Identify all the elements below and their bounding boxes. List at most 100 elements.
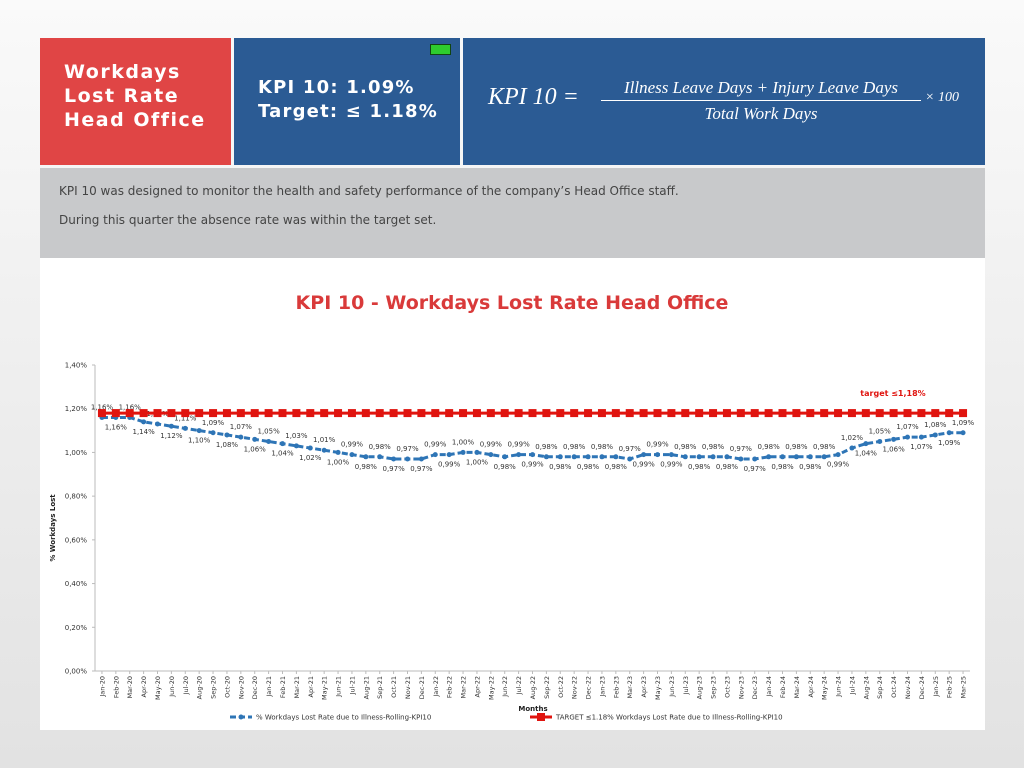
- x-tick-label: Mar-20: [126, 676, 134, 698]
- marker: [306, 409, 315, 418]
- x-tick-label: Mar-25: [960, 676, 968, 698]
- marker: [903, 409, 912, 418]
- data-label: 1,00%: [452, 438, 475, 446]
- x-tick-label: Apr-21: [307, 676, 315, 697]
- marker: [682, 454, 688, 460]
- x-tick-label: Feb-20: [112, 676, 120, 698]
- x-tick-label: Nov-24: [904, 676, 912, 699]
- x-tick-label: Feb-23: [612, 676, 620, 698]
- data-label: 0,98%: [577, 463, 600, 471]
- marker: [209, 409, 218, 418]
- data-label: 0,98%: [591, 443, 614, 451]
- data-label: 1,00%: [327, 458, 350, 466]
- marker: [792, 409, 801, 418]
- marker: [543, 454, 549, 460]
- marker: [389, 409, 398, 418]
- x-tick-label: Feb-24: [779, 676, 787, 698]
- kpi-value: KPI 10: 1.09%: [258, 77, 415, 98]
- chart-panel: KPI 10 - Workdays Lost Rate Head Office …: [40, 258, 985, 730]
- data-label: 0,99%: [521, 461, 544, 469]
- marker: [280, 441, 285, 447]
- legend-label: TARGET ≤1.18% Workdays Lost Rate due to …: [555, 714, 783, 722]
- marker: [514, 409, 523, 418]
- data-label: 0,98%: [813, 443, 836, 451]
- data-label: 1,06%: [244, 445, 267, 453]
- marker: [960, 430, 966, 436]
- marker: [321, 447, 327, 453]
- marker: [667, 409, 676, 418]
- data-label: 1,05%: [869, 428, 892, 436]
- x-axis-label: Months: [518, 705, 547, 713]
- marker: [139, 409, 148, 418]
- marker: [417, 409, 426, 418]
- marker: [863, 441, 869, 447]
- title-box: Workdays Lost Rate Head Office: [40, 38, 231, 165]
- y-tick-label: 0,00%: [65, 668, 88, 676]
- data-label: 0,98%: [757, 443, 780, 451]
- x-tick-label: Aug-24: [862, 676, 870, 699]
- data-label: 0,98%: [674, 443, 697, 451]
- marker: [293, 443, 299, 449]
- y-tick-label: 1,40%: [65, 362, 88, 370]
- marker: [875, 409, 884, 418]
- x-tick-label: Jan-22: [432, 676, 440, 698]
- marker: [418, 456, 424, 462]
- title-line: Head Office: [64, 109, 206, 131]
- x-tick-label: Sep-22: [543, 676, 551, 699]
- x-tick-label: Jul-24: [848, 676, 856, 695]
- battery-icon: [430, 44, 451, 55]
- marker: [821, 454, 827, 460]
- x-tick-label: Oct-23: [723, 676, 731, 698]
- data-label: 0,97%: [744, 465, 767, 473]
- marker: [945, 409, 954, 418]
- marker: [585, 454, 591, 460]
- marker: [432, 452, 438, 458]
- x-tick-label: Nov-23: [737, 676, 745, 699]
- marker: [405, 456, 410, 462]
- data-label: 0,98%: [605, 463, 628, 471]
- marker: [849, 445, 855, 451]
- marker: [238, 434, 244, 440]
- x-tick-label: Jun-21: [335, 676, 343, 698]
- annotation: target ≤1,18%: [860, 389, 925, 398]
- marker: [793, 454, 799, 460]
- marker: [474, 449, 480, 455]
- data-label: 0,97%: [619, 445, 642, 453]
- data-label: 0,98%: [494, 463, 517, 471]
- data-label: 0,97%: [730, 445, 753, 453]
- marker: [375, 409, 384, 418]
- x-tick-label: Apr-23: [640, 676, 648, 697]
- data-label: 1,09%: [952, 419, 975, 427]
- x-tick-label: Sep-20: [210, 676, 218, 699]
- chart: KPI 10 - Workdays Lost Rate Head Office …: [49, 292, 975, 722]
- x-tick-label: Feb-22: [446, 676, 454, 698]
- legend-marker: [537, 713, 545, 721]
- data-label: 0,98%: [785, 443, 808, 451]
- data-label: 0,98%: [771, 463, 794, 471]
- marker: [905, 434, 910, 440]
- data-label: 0,98%: [369, 443, 392, 451]
- x-tick-label: Nov-21: [404, 676, 412, 699]
- y-tick-label: 0,80%: [65, 493, 88, 501]
- marker: [500, 409, 509, 418]
- x-tick-label: Oct-24: [890, 676, 898, 698]
- marker: [806, 409, 815, 418]
- marker: [224, 432, 230, 438]
- marker: [472, 409, 481, 418]
- y-tick-label: 0,40%: [65, 580, 88, 588]
- x-tick-label: Jun-22: [501, 676, 509, 698]
- x-tick-label: Jan-21: [265, 676, 273, 698]
- data-label: 1,08%: [924, 421, 947, 429]
- marker: [307, 445, 313, 451]
- marker: [653, 409, 662, 418]
- marker: [764, 409, 773, 418]
- x-tick-label: Jul-22: [515, 676, 523, 695]
- x-tick-label: Dec-21: [418, 676, 426, 699]
- marker: [597, 409, 606, 418]
- data-label: 0,99%: [632, 461, 655, 469]
- data-label: 0,98%: [535, 443, 558, 451]
- x-tick-label: May-22: [487, 676, 495, 700]
- data-label: 1,06%: [882, 445, 905, 453]
- marker: [889, 409, 898, 418]
- x-tick-label: May-21: [321, 676, 329, 700]
